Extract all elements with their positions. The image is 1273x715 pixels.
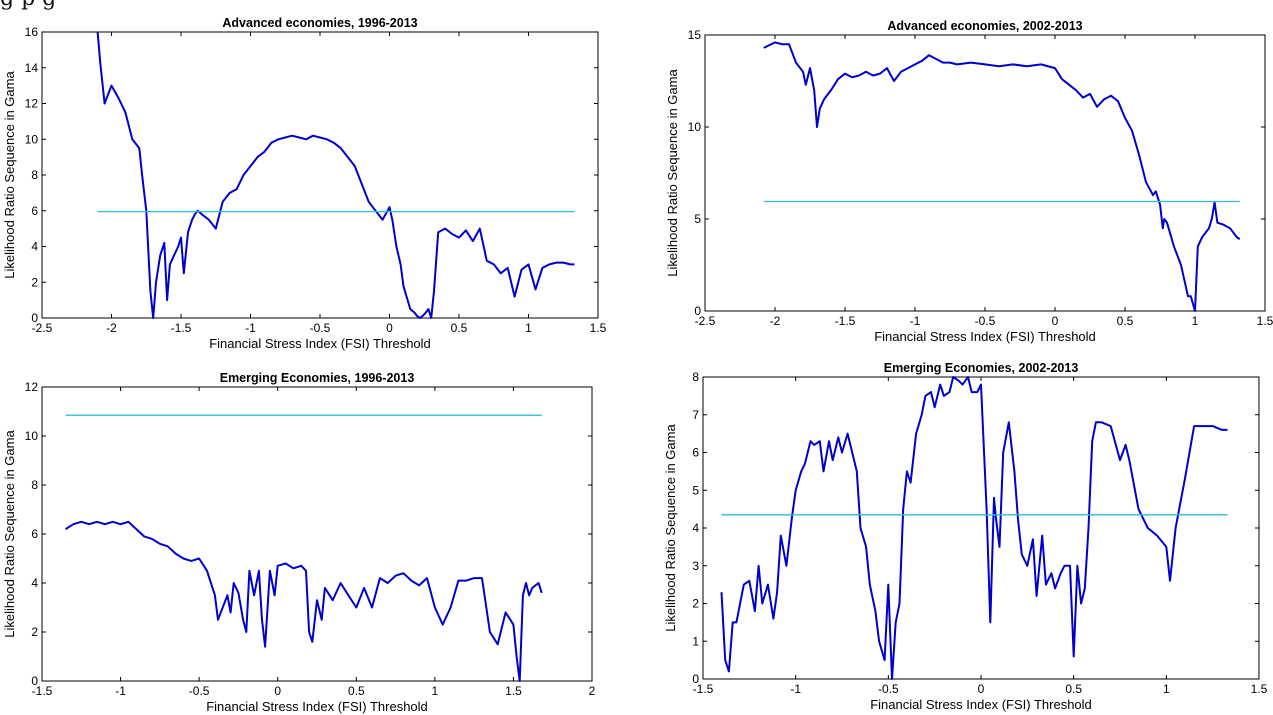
- x-tick-label: -1.5: [171, 321, 192, 335]
- plot-area: [41, 386, 593, 682]
- fsi-likelihood-series-line: [763, 41, 1241, 312]
- y-tick-label: 16: [25, 25, 39, 39]
- x-tick-label: -0.5: [975, 314, 996, 328]
- x-tick-label: 1: [525, 321, 532, 335]
- plot-area: [704, 34, 1266, 312]
- y-tick-label: 4: [31, 240, 38, 254]
- x-tick-label: 1.5: [1257, 314, 1273, 328]
- x-tick-label: -2.5: [32, 321, 53, 335]
- x-tick-label: 0.5: [451, 321, 468, 335]
- x-tick-label: 1.5: [505, 684, 522, 698]
- chart-emerging-1996-2013: -1.5 -1 -0.5 0 0.5 1 1.5 2 0 2 4 6 8 10 12 Emerging Eco…: [2, 371, 596, 714]
- y-tick-label: 6: [31, 204, 38, 218]
- y-tick-label: 0: [31, 674, 38, 688]
- fsi-likelihood-series-line: [720, 376, 1228, 680]
- x-axis-label: Financial Stress Index (FSI) Threshold: [206, 699, 428, 714]
- x-tick-label: -1.5: [693, 682, 714, 696]
- y-tick-label: 10: [25, 132, 39, 146]
- x-tick-label: -0.5: [189, 684, 210, 698]
- y-tick-label: 4: [692, 521, 699, 535]
- x-axis-label: Financial Stress Index (FSI) Threshold: [874, 329, 1096, 344]
- x-tick-label: 0.5: [1065, 682, 1082, 696]
- x-axis-label: Financial Stress Index (FSI) Threshold: [870, 697, 1092, 712]
- x-tick-label: -0.5: [310, 321, 331, 335]
- x-tick-label: -1: [790, 682, 801, 696]
- x-axis-label: Financial Stress Index (FSI) Threshold: [209, 336, 431, 351]
- x-tick-label: 0: [386, 321, 393, 335]
- y-tick-label: 1: [692, 634, 699, 648]
- x-tick-label: 1.5: [1251, 682, 1268, 696]
- y-tick-label: 2: [692, 597, 699, 611]
- y-axis-label: Likelihood Ratio Sequence in Gama: [663, 424, 678, 632]
- x-tick-label: -1: [115, 684, 126, 698]
- plot-area: [702, 376, 1260, 680]
- chart-emerging-2002-2013: -1.5 -1 -0.5 0 0.5 1 1.5 0 1 2 3 4 5 6 7 8 Emerging Econ…: [663, 361, 1268, 712]
- x-tick-label: 1: [432, 684, 439, 698]
- y-tick-label: 2: [31, 275, 38, 289]
- x-tick-label: 0.5: [348, 684, 365, 698]
- y-tick-label: 3: [692, 559, 699, 573]
- x-tick-label: -1: [910, 314, 921, 328]
- y-tick-label: 8: [692, 370, 699, 384]
- y-tick-label: 12: [25, 97, 39, 111]
- y-tick-label: 10: [688, 120, 702, 134]
- fsi-likelihood-series-line: [96, 31, 575, 319]
- y-tick-label: 7: [692, 408, 699, 422]
- y-tick-label: 5: [694, 212, 701, 226]
- x-tick-label: 0.5: [1117, 314, 1134, 328]
- y-tick-label: 0: [31, 311, 38, 325]
- x-tick-label: -1.5: [32, 684, 53, 698]
- chart-title: Emerging Economies, 1996-2013: [220, 371, 415, 385]
- x-tick-label: 0: [978, 682, 985, 696]
- y-tick-label: 5: [692, 483, 699, 497]
- y-tick-label: 15: [688, 28, 702, 42]
- x-tick-label: 1: [1192, 314, 1199, 328]
- y-tick-label: 8: [31, 478, 38, 492]
- y-tick-label: 0: [692, 672, 699, 686]
- x-tick-label: 1.5: [590, 321, 607, 335]
- y-tick-label: 10: [25, 429, 39, 443]
- y-tick-label: 6: [692, 446, 699, 460]
- plot-area: [41, 31, 599, 319]
- x-tick-label: 0: [1052, 314, 1059, 328]
- y-axis-label: Likelihood Ratio Sequence in Gama: [665, 69, 680, 277]
- x-tick-label: 2: [589, 684, 596, 698]
- y-tick-label: 2: [31, 625, 38, 639]
- chart-title: Emerging Economies, 2002-2013: [884, 361, 1079, 375]
- chart-title: Advanced economies, 1996-2013: [222, 16, 417, 30]
- y-axis-label: Likelihood Ratio Sequence in Gama: [2, 71, 17, 279]
- chart-title: Advanced economies, 2002-2013: [887, 19, 1082, 33]
- y-tick-label: 8: [31, 168, 38, 182]
- x-tick-label: -2: [106, 321, 117, 335]
- x-tick-label: 0: [274, 684, 281, 698]
- x-tick-label: -1.5: [835, 314, 856, 328]
- y-tick-label: 14: [25, 61, 39, 75]
- chart-advanced-2002-2013: -2.5 -2 -1.5 -1 -0.5 0 0.5 1 1.5 0 5 10 15 Advanced e…: [665, 19, 1273, 344]
- y-tick-label: 0: [694, 304, 701, 318]
- top-caption-fragment: g p g: [0, 0, 56, 11]
- x-tick-label: -2: [770, 314, 781, 328]
- x-tick-label: 1: [1163, 682, 1170, 696]
- fsi-likelihood-series-line: [65, 520, 543, 682]
- y-tick-label: 12: [25, 380, 39, 394]
- x-tick-label: -2.5: [695, 314, 716, 328]
- y-axis-label: Likelihood Ratio Sequence in Gama: [2, 430, 17, 638]
- x-tick-label: -1: [245, 321, 256, 335]
- chart-advanced-1996-2013: -2.5 -2 -1.5 -1 -0.5 0 0.5 1 1.5 0 2 4 6 8 10 12 14 16 Adv…: [2, 16, 607, 351]
- y-tick-label: 6: [31, 527, 38, 541]
- x-tick-label: -0.5: [878, 682, 899, 696]
- y-tick-label: 4: [31, 576, 38, 590]
